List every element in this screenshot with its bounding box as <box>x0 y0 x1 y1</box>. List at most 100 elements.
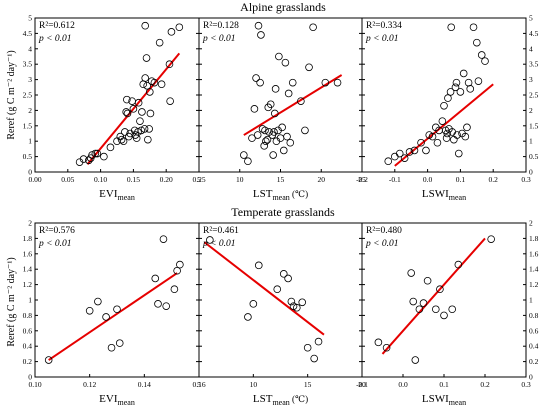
data-point <box>440 101 448 110</box>
data-point <box>117 135 126 144</box>
data-point <box>410 146 419 155</box>
regression-line <box>48 272 178 361</box>
data-point <box>382 343 391 352</box>
data-point <box>142 54 151 62</box>
data-point <box>464 78 473 87</box>
y-axis-label-temperate: Reref (g C m⁻² day⁻¹) <box>6 257 17 346</box>
y-tick-label: 2.5 <box>529 91 539 100</box>
data-point <box>278 123 286 132</box>
regression-line <box>243 74 343 136</box>
data-point <box>115 339 124 347</box>
data-point <box>474 77 483 85</box>
x-tick-label: 20 <box>358 380 366 389</box>
x-tick-label: 0.1 <box>456 175 466 184</box>
x-axis-label: EVImean <box>99 393 135 405</box>
x-axis-label: EVImean <box>99 188 135 202</box>
data-point <box>170 285 179 294</box>
y-tick-label: 2 <box>529 106 533 115</box>
data-point <box>292 303 301 312</box>
data-point <box>141 21 150 30</box>
y-tick-label: 0.2 <box>23 357 33 366</box>
y-tick-label: 0.6 <box>23 326 33 335</box>
data-point <box>136 117 144 125</box>
data-point <box>422 146 430 155</box>
x-axis-label: LSWImean <box>422 393 466 405</box>
data-point <box>138 108 146 116</box>
data-point <box>91 149 100 158</box>
x-axis-label: LSTmean (℃) <box>253 188 308 202</box>
data-point <box>284 89 293 98</box>
data-point <box>415 305 424 314</box>
y-tick-label: 0.5 <box>529 152 539 161</box>
y-tick-label: 4 <box>529 44 533 53</box>
data-point <box>132 134 141 142</box>
x-tick-label: 0.00 <box>28 175 41 184</box>
x-tick-label: 0.10 <box>28 380 41 389</box>
data-point <box>451 83 460 92</box>
data-point <box>450 135 458 144</box>
x-tick-label: 0.3 <box>521 175 531 184</box>
y-tick-label: 0 <box>28 373 32 382</box>
group-title-temperate: Temperate grasslands <box>231 205 335 219</box>
data-point <box>314 337 323 346</box>
p-value-label: p < 0.01 <box>38 34 72 44</box>
data-point <box>279 146 288 155</box>
y-tick-label: 1.8 <box>529 234 539 243</box>
data-point <box>405 148 414 156</box>
y-tick-label: 1 <box>28 137 32 146</box>
data-point <box>151 274 160 283</box>
data-point <box>162 302 171 310</box>
x-tick-label: 0.1 <box>439 380 449 389</box>
data-point <box>119 137 128 146</box>
data-point <box>146 88 154 96</box>
panel-alpine-evi: 0.00 0.05 0.10 0.15 0.20 0.25 0 0.5 1 1.5 2 2.5 3 3.5… <box>23 14 206 203</box>
y-tick-label: 1 <box>529 296 533 305</box>
data-point <box>466 85 475 93</box>
y-tick-label: 1 <box>529 137 533 146</box>
y-tick-label: 1 <box>28 296 32 305</box>
x-tick-label: 0.12 <box>83 380 96 389</box>
y-tick-label: 0.8 <box>529 311 539 320</box>
data-point <box>254 21 263 30</box>
data-point <box>446 88 455 96</box>
r-squared-label: R²=0.128 <box>203 21 239 31</box>
data-point <box>175 23 184 32</box>
data-point <box>113 137 121 146</box>
x-tick-label: 0.2 <box>489 175 499 184</box>
data-point <box>107 343 116 352</box>
data-point <box>395 149 404 158</box>
x-tick-label: 0.0 <box>423 175 433 184</box>
data-point <box>100 152 108 161</box>
data-point <box>44 356 53 364</box>
r-squared-label: R²=0.612 <box>39 21 75 31</box>
data-point <box>269 151 277 159</box>
x-tick-label: 0.05 <box>61 175 74 184</box>
r-squared-label: R²=0.576 <box>39 226 75 236</box>
data-point <box>333 78 342 87</box>
data-point <box>93 149 102 158</box>
data-point <box>283 132 291 141</box>
data-point <box>240 151 248 159</box>
svg-text:Reref (g C m⁻² day⁻¹): Reref (g C m⁻² day⁻¹) <box>6 50 17 139</box>
data-point <box>284 274 292 283</box>
data-point <box>165 60 174 68</box>
data-point <box>298 298 307 307</box>
r-squared-label: R²=0.480 <box>366 226 402 236</box>
data-point <box>143 81 151 90</box>
y-tick-label: 1.5 <box>529 121 539 130</box>
data-point <box>249 300 258 308</box>
x-tick-label: 0.14 <box>138 380 151 389</box>
data-point <box>206 236 214 244</box>
data-point <box>270 109 279 118</box>
data-point <box>176 260 184 269</box>
data-point <box>146 109 155 118</box>
y-tick-label: 0.4 <box>529 342 539 351</box>
data-point <box>423 276 432 285</box>
data-point <box>459 69 468 78</box>
data-point <box>442 134 451 142</box>
data-point <box>166 97 174 105</box>
x-tick-label: 0.2 <box>480 380 490 389</box>
y-tick-label: 0.5 <box>23 152 33 161</box>
x-tick-label: 15 <box>304 380 312 389</box>
y-tick-label: 4.5 <box>23 29 33 38</box>
